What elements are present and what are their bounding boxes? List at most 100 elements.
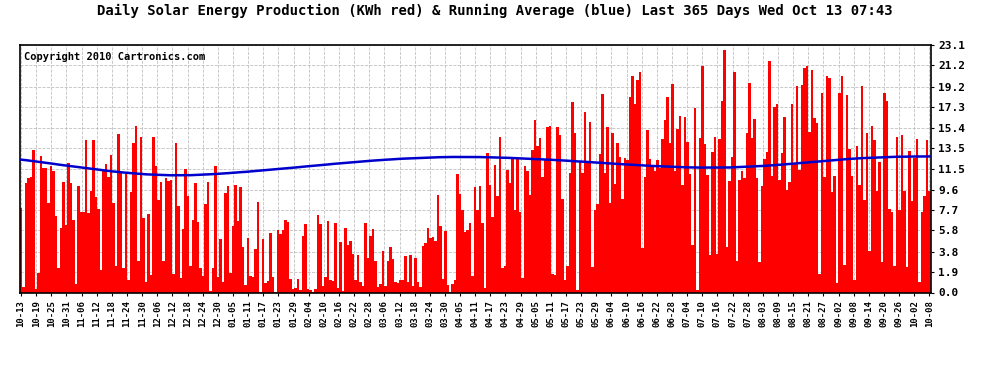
Bar — [798, 171, 801, 292]
Bar — [888, 209, 891, 292]
Bar — [434, 241, 437, 292]
Bar — [97, 209, 100, 292]
Bar — [826, 76, 829, 292]
Bar — [691, 244, 694, 292]
Bar — [542, 177, 544, 292]
Bar — [409, 255, 412, 292]
Bar — [371, 229, 374, 292]
Bar — [20, 208, 23, 292]
Bar — [154, 166, 157, 292]
Bar — [454, 280, 456, 292]
Bar — [135, 126, 137, 292]
Bar — [74, 284, 77, 292]
Bar — [676, 129, 678, 292]
Bar — [189, 266, 192, 292]
Bar — [724, 50, 726, 292]
Bar — [340, 242, 342, 292]
Bar — [54, 216, 57, 292]
Bar — [28, 178, 30, 292]
Bar — [632, 75, 634, 292]
Text: Copyright 2010 Cartronics.com: Copyright 2010 Cartronics.com — [25, 53, 206, 63]
Bar — [437, 195, 439, 292]
Bar — [107, 177, 110, 292]
Bar — [719, 139, 721, 292]
Bar — [110, 155, 112, 292]
Bar — [816, 123, 819, 292]
Bar — [85, 140, 87, 292]
Bar — [432, 237, 434, 292]
Bar — [876, 191, 878, 292]
Bar — [152, 137, 154, 292]
Bar — [499, 137, 501, 292]
Bar — [808, 132, 811, 292]
Bar — [791, 104, 793, 292]
Bar — [768, 61, 771, 292]
Bar — [30, 177, 33, 292]
Bar — [254, 249, 256, 292]
Bar — [117, 134, 120, 292]
Bar — [414, 258, 417, 292]
Bar — [527, 171, 529, 292]
Bar — [397, 283, 399, 292]
Bar — [903, 192, 906, 292]
Bar — [616, 143, 619, 292]
Bar — [831, 192, 834, 292]
Bar — [606, 127, 609, 292]
Bar — [157, 200, 159, 292]
Bar — [327, 221, 330, 292]
Bar — [105, 164, 107, 292]
Bar — [686, 142, 689, 292]
Bar — [637, 80, 639, 292]
Bar — [222, 282, 225, 292]
Bar — [364, 223, 366, 292]
Bar — [249, 276, 251, 292]
Bar — [626, 160, 629, 292]
Bar — [706, 176, 709, 292]
Bar — [476, 210, 479, 292]
Bar — [865, 132, 868, 292]
Bar — [122, 268, 125, 292]
Bar — [579, 160, 581, 292]
Bar — [681, 185, 683, 292]
Bar — [512, 158, 514, 292]
Bar — [863, 200, 865, 292]
Bar — [205, 204, 207, 292]
Bar — [803, 68, 806, 292]
Bar — [786, 190, 788, 292]
Bar — [646, 130, 648, 292]
Bar — [569, 173, 571, 292]
Bar — [801, 86, 803, 292]
Bar — [741, 171, 743, 292]
Bar — [517, 158, 519, 292]
Bar — [614, 184, 616, 292]
Bar — [734, 72, 736, 292]
Bar — [210, 291, 212, 292]
Bar — [451, 284, 454, 292]
Bar — [384, 286, 387, 292]
Bar — [342, 291, 345, 292]
Bar — [325, 277, 327, 292]
Bar — [539, 138, 542, 292]
Bar — [82, 212, 85, 292]
Bar — [504, 266, 507, 292]
Bar — [35, 290, 38, 292]
Bar — [824, 177, 826, 292]
Bar — [235, 185, 237, 292]
Bar — [653, 171, 656, 292]
Bar — [346, 245, 349, 292]
Bar — [402, 280, 404, 292]
Bar — [237, 221, 240, 292]
Bar — [524, 166, 527, 292]
Bar — [442, 279, 444, 292]
Bar — [848, 148, 850, 292]
Bar — [307, 289, 309, 292]
Bar — [404, 256, 407, 292]
Bar — [92, 140, 95, 292]
Bar — [284, 220, 287, 292]
Bar — [317, 215, 319, 292]
Bar — [23, 286, 25, 292]
Bar — [829, 78, 831, 292]
Bar — [537, 146, 539, 292]
Bar — [883, 93, 886, 292]
Bar — [169, 180, 172, 292]
